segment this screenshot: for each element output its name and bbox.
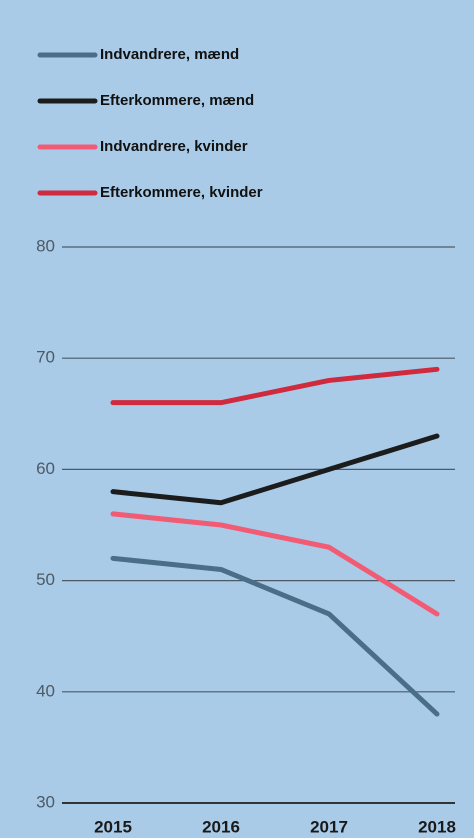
series-line bbox=[110, 555, 440, 717]
series-line bbox=[110, 366, 440, 406]
y-tick-label: 50 bbox=[36, 570, 55, 589]
y-tick-label: 40 bbox=[36, 681, 55, 700]
series-line bbox=[110, 433, 440, 506]
legend-label: Efterkommere, kvinder bbox=[100, 184, 263, 201]
legend-label: Efterkommere, mænd bbox=[100, 92, 254, 109]
legend-label: Indvandrere, mænd bbox=[100, 46, 239, 63]
y-tick-label: 70 bbox=[36, 348, 55, 367]
y-tick-label: 80 bbox=[36, 236, 55, 255]
y-tick-label: 60 bbox=[36, 459, 55, 478]
x-tick-label: 2018 bbox=[418, 817, 456, 836]
x-tick-label: 2015 bbox=[94, 817, 132, 836]
x-tick-label: 2017 bbox=[310, 817, 348, 836]
series-line bbox=[110, 511, 440, 617]
legend-label: Indvandrere, kvinder bbox=[100, 138, 248, 155]
x-tick-label: 2016 bbox=[202, 817, 240, 836]
y-tick-label: 30 bbox=[36, 792, 55, 811]
